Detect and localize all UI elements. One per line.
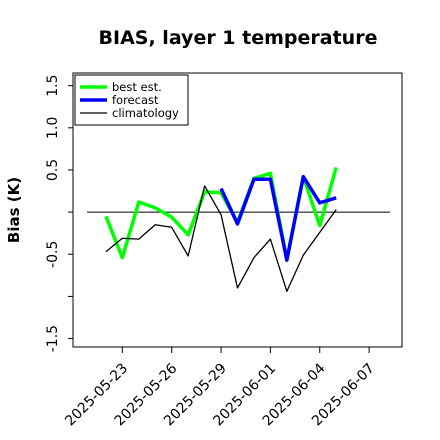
chart-title: BIAS, layer 1 temperature: [99, 27, 378, 49]
y-tick-label: 1.0: [45, 117, 61, 139]
plot-frame: [72, 72, 403, 348]
legend-label: best est.: [112, 80, 162, 94]
y-tick-label: -1.5: [45, 325, 61, 352]
series-line-forecast: [219, 174, 337, 262]
series-layer: [104, 166, 338, 293]
y-tick-label: 0.5: [45, 159, 61, 181]
legend-label: climatology: [112, 106, 179, 120]
y-tick-label: -0.5: [45, 241, 61, 268]
legend-label: forecast: [112, 93, 159, 107]
series-line-climatology: [105, 185, 337, 293]
y-axis-label: Bias (K): [5, 177, 23, 243]
y-tick-label: 1.5: [45, 75, 61, 97]
y-axis: -1.5 -0.5 0.5 1.0 1.5: [45, 75, 73, 352]
